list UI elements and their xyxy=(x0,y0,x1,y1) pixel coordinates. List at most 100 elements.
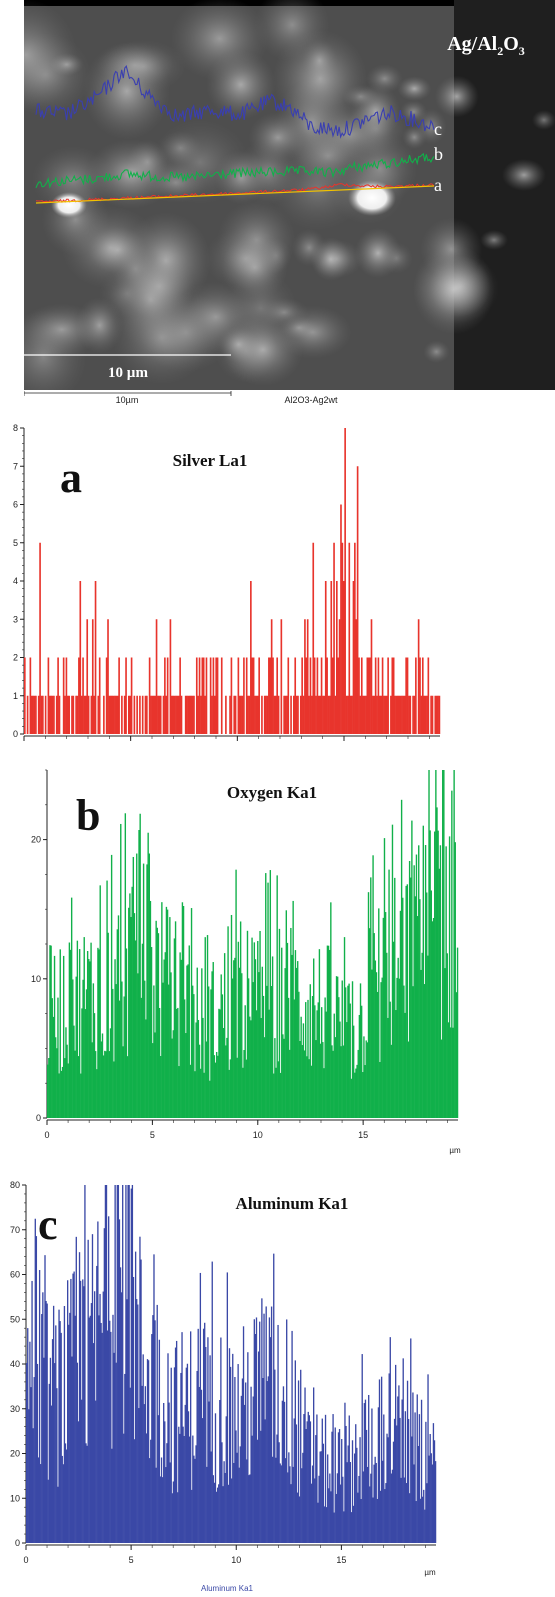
chart-bar xyxy=(428,1455,430,1543)
chart-bar xyxy=(336,976,339,1118)
chart-bar xyxy=(166,657,169,734)
chart-bar xyxy=(32,695,34,734)
chart-bar xyxy=(215,1051,218,1118)
chart-bar xyxy=(362,695,364,734)
chart-bar xyxy=(88,1317,90,1543)
chart-bar xyxy=(410,877,412,1118)
chart-bar xyxy=(83,1286,85,1543)
chart-bar xyxy=(279,1463,281,1543)
chart-bar xyxy=(225,1045,227,1118)
chart-bar xyxy=(363,1036,365,1118)
chart-bar xyxy=(349,695,352,734)
chart-bar xyxy=(318,1475,320,1543)
chart-bar xyxy=(57,657,59,734)
chart-bar xyxy=(337,657,340,734)
chart-bar xyxy=(315,695,317,734)
chart-bar xyxy=(258,657,260,734)
line-label-b: b xyxy=(434,144,443,164)
chart-bar xyxy=(262,995,265,1118)
chart-bar xyxy=(319,1451,321,1543)
chart-bar xyxy=(282,1386,285,1543)
chart-bar xyxy=(354,1072,356,1118)
chart-bar xyxy=(90,1303,93,1543)
chart-bar xyxy=(257,1351,260,1543)
chart-bar xyxy=(305,1428,307,1543)
chart-bar xyxy=(218,1008,220,1118)
chart-bar xyxy=(419,1498,422,1543)
chart-bar xyxy=(97,947,99,1118)
chart-bar xyxy=(373,1464,375,1543)
chart-bar xyxy=(352,1025,355,1118)
chart-bar xyxy=(241,695,244,734)
chart-bar xyxy=(403,1477,405,1543)
chart-bar xyxy=(189,695,191,734)
y-tick-label: 0 xyxy=(36,1113,41,1123)
chart-bar xyxy=(65,1027,67,1118)
chart-bar xyxy=(347,985,349,1118)
chart-bar xyxy=(195,1445,197,1543)
chart-bar xyxy=(191,1489,193,1543)
chart-bar xyxy=(292,1466,294,1543)
chart-bar xyxy=(405,885,407,1118)
chart-bar xyxy=(396,977,398,1118)
chart-bar xyxy=(403,985,405,1118)
chart-bar xyxy=(324,1414,327,1543)
chart-bar xyxy=(413,865,415,1118)
x-unit-b: µm xyxy=(449,1146,461,1155)
chart-bar xyxy=(80,695,83,734)
chart-bar xyxy=(286,1319,288,1543)
chart-bar xyxy=(415,854,418,1118)
chart-bar xyxy=(45,1300,47,1543)
chart-bar xyxy=(297,961,299,1118)
chart-bar xyxy=(323,695,326,734)
chart-bar xyxy=(295,1424,298,1543)
y-tick-label: 60 xyxy=(10,1270,20,1280)
x-tick-label: 10 xyxy=(253,1130,263,1140)
chart-bar xyxy=(443,770,445,1118)
chart-bar xyxy=(255,1317,258,1543)
chart-bar xyxy=(188,945,190,1118)
chart-bar xyxy=(187,695,190,734)
chart-bar xyxy=(109,695,112,734)
y-tick-label: 0 xyxy=(13,729,18,739)
chart-bar xyxy=(142,863,145,1118)
y-tick-label: 40 xyxy=(10,1359,20,1369)
chart-bar xyxy=(122,1046,124,1118)
chart-bar xyxy=(389,1001,391,1118)
chart-bar xyxy=(214,1413,217,1543)
chart-bar xyxy=(81,1399,83,1543)
chart-bar xyxy=(350,1078,353,1118)
chart-bar xyxy=(283,1038,285,1118)
chart-bar xyxy=(279,1072,282,1118)
chart-bar xyxy=(97,1221,99,1543)
chart-bar xyxy=(190,908,193,1118)
chart-bar xyxy=(372,695,374,734)
chart-bar xyxy=(273,695,276,734)
chart-bar xyxy=(186,965,188,1118)
chart-bar xyxy=(350,1512,353,1543)
chart-bar xyxy=(309,984,311,1118)
chart-bar xyxy=(130,1188,132,1543)
chart-bar xyxy=(434,831,436,1118)
chart-bar xyxy=(48,1383,50,1543)
chart-bar xyxy=(52,1016,55,1118)
chart-bar xyxy=(311,1465,314,1543)
y-tick-label: 80 xyxy=(10,1180,20,1190)
chart-bar xyxy=(196,1370,198,1543)
chart-bar xyxy=(80,1073,82,1118)
chart-bar xyxy=(127,1185,129,1543)
chart-bar xyxy=(68,695,71,734)
chart-bar xyxy=(116,929,119,1118)
chart-bar xyxy=(309,657,312,734)
chart-bar xyxy=(114,695,116,734)
chart-bar xyxy=(194,1071,196,1118)
chart-bar xyxy=(384,1489,386,1543)
chart-bar xyxy=(153,1254,155,1543)
chart-bar xyxy=(262,1378,264,1543)
chart-bar xyxy=(431,1464,434,1543)
chart-bar xyxy=(136,1299,138,1543)
chart-bar xyxy=(141,695,144,734)
chart-bar xyxy=(202,1328,205,1543)
y-tick-label: 8 xyxy=(13,423,18,433)
chart-bar xyxy=(454,842,456,1118)
